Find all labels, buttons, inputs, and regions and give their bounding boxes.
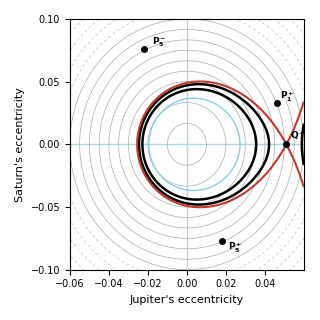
- X-axis label: Jupiter's eccentricity: Jupiter's eccentricity: [130, 295, 244, 305]
- Text: $\mathbf{Q^+}$: $\mathbf{Q^+}$: [290, 130, 306, 142]
- Text: $\mathbf{P_5^-}$: $\mathbf{P_5^-}$: [152, 35, 166, 49]
- Y-axis label: Saturn's eccentricity: Saturn's eccentricity: [15, 87, 25, 202]
- Text: $\mathbf{P_5^+}$: $\mathbf{P_5^+}$: [228, 241, 242, 255]
- Text: $\mathbf{P_1^+}$: $\mathbf{P_1^+}$: [280, 90, 295, 104]
